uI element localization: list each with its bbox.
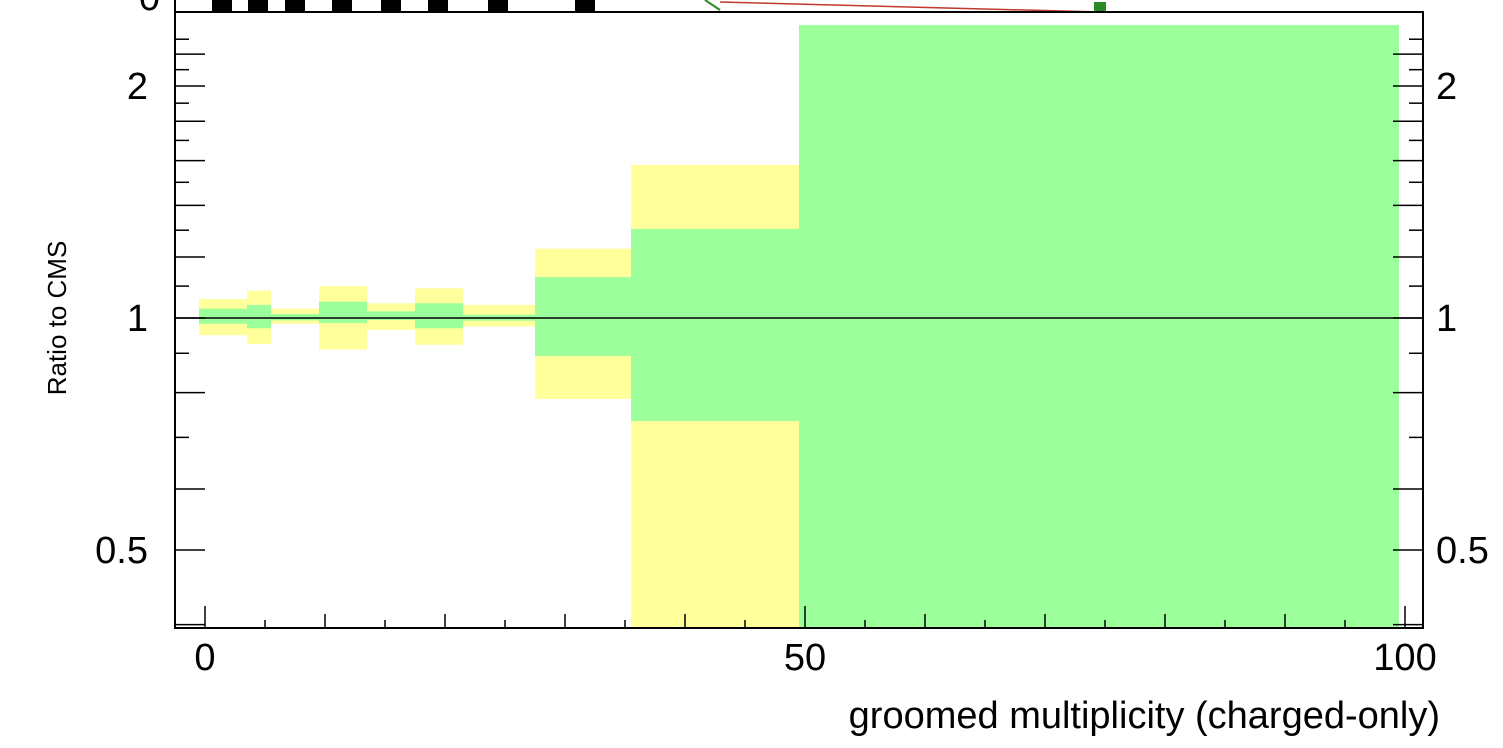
upper-marker-4 (381, 0, 401, 12)
stat-uncertainty-bin-0 (199, 308, 247, 324)
plot-frame (174, 11, 1424, 629)
axis-ticks (175, 38, 1423, 628)
y-tick-label-left-2: 2 (127, 66, 148, 108)
tick-labels: 0 50 100 0.5 0.5 1 1 2 2 (95, 66, 1489, 679)
upper-marker-1 (248, 0, 268, 12)
upper-marker-green (1094, 2, 1106, 12)
y-tick-label-right-2: 2 (1436, 66, 1457, 108)
upper-cut-label: 0 (139, 0, 160, 19)
upper-panel-remnant: 0 (139, 0, 1106, 19)
upper-marker-0 (212, 0, 232, 12)
x-tick-label-0: 0 (194, 637, 215, 679)
upper-curve-b (719, 1, 1101, 13)
stat-uncertainty-bin-1 (247, 304, 271, 329)
y-tick-label-left-1: 1 (127, 298, 148, 340)
y-axis-title: Ratio to CMS (42, 241, 72, 396)
stat-uncertainty-bin-2 (271, 314, 319, 321)
stat-uncertainty-band (199, 24, 1399, 629)
stat-uncertainty-bin-7 (535, 277, 631, 356)
stat-uncertainty-bin-3 (319, 301, 367, 324)
y-tick-label-right-0.5: 0.5 (1436, 530, 1489, 572)
upper-marker-6 (488, 0, 508, 12)
stat-uncertainty-bin-9 (799, 24, 1399, 629)
x-tick-label-50: 50 (784, 637, 826, 679)
y-tick-label-right-1: 1 (1436, 298, 1457, 340)
x-axis-title: groomed multiplicity (charged-only) (849, 695, 1440, 737)
stat-uncertainty-bin-8 (631, 228, 799, 422)
upper-marker-7 (575, 0, 595, 12)
upper-marker-3 (332, 0, 352, 12)
upper-curve-a (704, 0, 721, 11)
stat-uncertainty-bin-5 (415, 303, 463, 329)
y-tick-label-left-0.5: 0.5 (95, 530, 148, 572)
stat-uncertainty-bin-4 (367, 311, 415, 321)
x-tick-label-100: 100 (1373, 637, 1436, 679)
upper-marker-5 (428, 0, 448, 12)
upper-marker-2 (285, 0, 305, 12)
